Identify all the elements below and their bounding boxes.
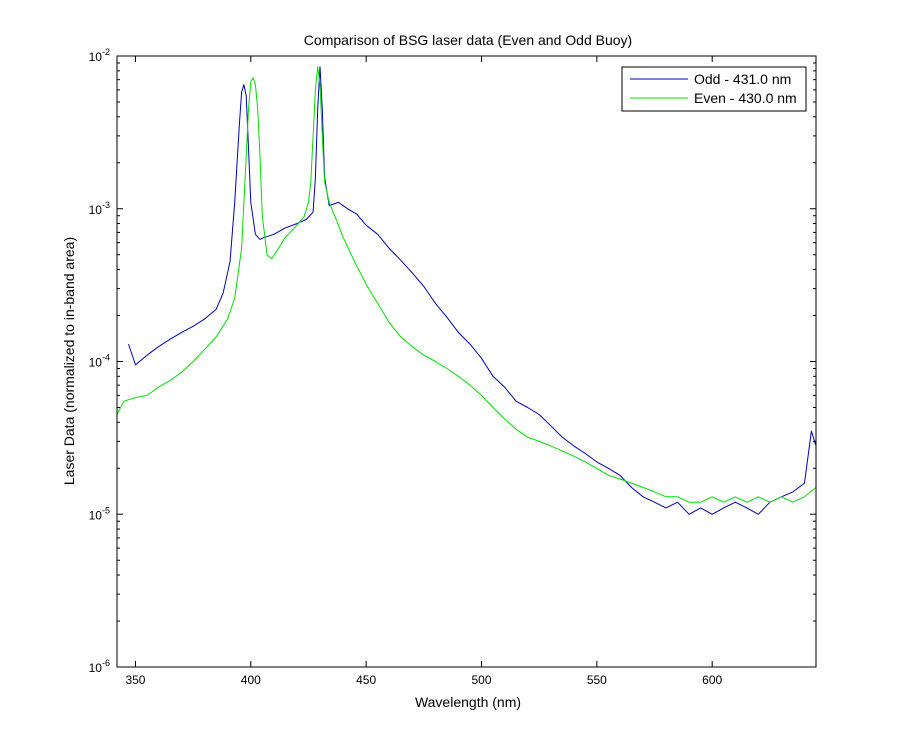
- legend-label: Odd - 431.0 nm: [694, 71, 791, 87]
- y-tick-label: 10-2: [89, 47, 110, 64]
- legend-label: Even - 430.0 nm: [694, 90, 797, 106]
- x-axis-label: Wavelength (nm): [415, 694, 521, 710]
- legend-box: [621, 66, 807, 112]
- x-tick-label: 350: [125, 673, 145, 687]
- x-tick-label: 600: [702, 673, 722, 687]
- series-line-even: [117, 66, 816, 503]
- y-tick-label: 10-4: [89, 353, 110, 370]
- series-group: [117, 66, 816, 515]
- chart-title: Comparison of BSG laser data (Even and O…: [304, 32, 632, 48]
- plot-area: 350 400 450 500 550 600 10-6 10-5 10-4 10-3 10-2: [89, 47, 817, 687]
- x-tick-label: 550: [587, 673, 607, 687]
- legend: Odd - 431.0 nm Even - 430.0 nm: [621, 66, 807, 112]
- y-tick-label: 10-3: [89, 200, 110, 217]
- x-tick-label: 500: [471, 673, 491, 687]
- y-axis-label: Laser Data (normalized to in-band area): [61, 237, 77, 485]
- x-tick-label: 450: [356, 673, 376, 687]
- x-tick-label: 400: [241, 673, 261, 687]
- y-tick-label: 10-5: [89, 505, 110, 522]
- y-tick-label: 10-6: [89, 658, 110, 675]
- series-line-odd: [128, 66, 816, 515]
